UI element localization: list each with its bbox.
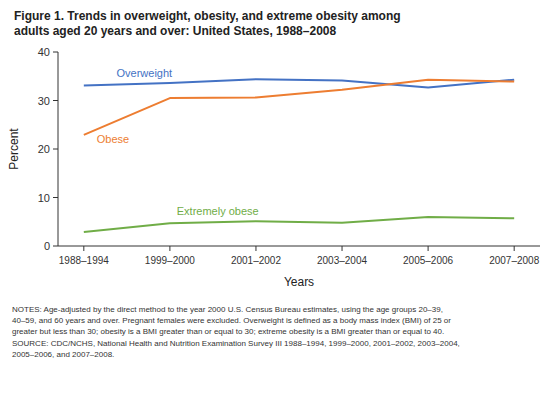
y-tick-label: 30 [38, 95, 50, 107]
y-tick [53, 197, 58, 198]
title-line: adults aged 20 years and over: United St… [14, 24, 336, 38]
x-tick-label: 2001–2002 [231, 255, 281, 266]
x-tick [169, 246, 170, 251]
x-tick [83, 246, 84, 251]
series-line [84, 217, 514, 232]
x-axis-line [58, 246, 540, 247]
y-tick-label: 40 [38, 46, 50, 58]
y-tick-label: 20 [38, 143, 50, 155]
x-tick-label: 2007–2008 [489, 255, 539, 266]
title-line: Figure 1. Trends in overweight, obesity,… [14, 9, 401, 23]
title: Figure 1. Trends in overweight, obesity,… [14, 9, 401, 38]
notes-line: 2005–2006, and 2007–2008. [12, 350, 114, 359]
x-tick-label: 1988–1994 [59, 255, 109, 266]
x-axis-label: Years [284, 275, 314, 289]
x-tick [255, 246, 256, 251]
series-group [84, 79, 514, 232]
x-tick-label: 2005–2006 [403, 255, 453, 266]
series-label: Obese [97, 133, 129, 145]
y-tick [53, 52, 58, 53]
series-line [84, 80, 514, 135]
notes-line: NOTES: Age-adjusted by the direct method… [12, 305, 443, 314]
y-tick-label: 0 [44, 240, 50, 252]
y-tick [53, 246, 58, 247]
series-label: Overweight [117, 67, 173, 79]
x-tick [342, 246, 343, 251]
y-axis-label: Percent [7, 128, 21, 170]
notes: NOTES: Age-adjusted by the direct method… [12, 305, 460, 359]
x-tick-label: 2003–2004 [317, 255, 367, 266]
x-tick [428, 246, 429, 251]
y-tick [53, 100, 58, 101]
y-tick [53, 149, 58, 150]
notes-line: greater but less than 30; obesity is a B… [12, 327, 444, 336]
chart: Figure 1. Trends in overweight, obesity,… [0, 0, 560, 420]
y-tick-label: 10 [38, 192, 50, 204]
x-tick [514, 246, 515, 251]
notes-line: SOURCE: CDC/NCHS, National Health and Nu… [12, 339, 460, 348]
x-tick-label: 1999–2000 [145, 255, 195, 266]
series-label: Extremely obese [177, 205, 259, 217]
background [0, 0, 560, 420]
notes-line: 40–59, and 60 years and over. Pregnant f… [12, 316, 451, 325]
